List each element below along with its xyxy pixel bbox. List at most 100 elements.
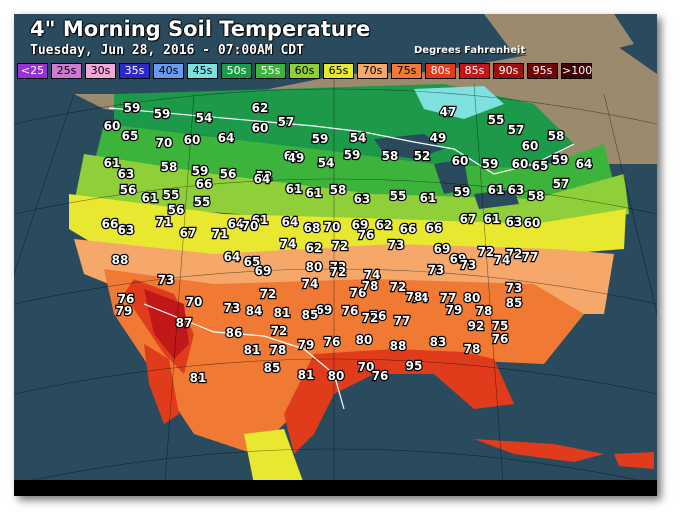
temperature-label: 70 [324, 220, 341, 234]
temperature-label: 72 [332, 239, 349, 253]
temperature-label: 76 [342, 304, 359, 318]
temperature-label: 88 [112, 253, 129, 267]
temperature-label: 60 [524, 216, 541, 230]
temperature-label: 56 [168, 203, 185, 217]
map-subtitle: Tuesday, Jun 28, 2016 - 07:00AM CDT [30, 43, 304, 58]
temperature-label: 54 [196, 111, 213, 125]
temperature-label: 81 [190, 371, 207, 385]
legend-item: >100 [561, 63, 593, 79]
temperature-label: 74 [494, 253, 511, 267]
temperature-label: 64 [228, 217, 245, 231]
temperature-label: 58 [548, 129, 565, 143]
temperature-label: 65 [532, 159, 549, 173]
temperature-label: 73 [388, 238, 405, 252]
temperature-label: 59 [454, 185, 471, 199]
temperature-label: 70 [156, 136, 173, 150]
great-lakes [374, 134, 519, 209]
temperature-label: 81 [244, 343, 261, 357]
temperature-label: 59 [192, 164, 209, 178]
arctic-land [484, 14, 634, 59]
legend-item: 25s [51, 63, 82, 79]
temperature-label: 52 [414, 149, 431, 163]
temperature-label: 74 [280, 237, 297, 251]
temperature-label: 77 [440, 291, 457, 305]
temperature-label: 78 [476, 304, 493, 318]
temperature-label: 55 [488, 113, 505, 127]
temperature-label: 78 [270, 343, 287, 357]
legend-item: <25 [17, 63, 48, 79]
temperature-label: 62 [306, 241, 323, 255]
temperature-label: 60 [522, 139, 539, 153]
temperature-label: 61 [286, 182, 303, 196]
temperature-label: 72 [260, 287, 277, 301]
hispaniola [614, 452, 654, 469]
baja-land [144, 344, 179, 424]
temperature-label: 61 [306, 186, 323, 200]
legend-item: 60s [289, 63, 320, 79]
temperature-label: 58 [382, 149, 399, 163]
legend-item: 55s [255, 63, 286, 79]
temperature-label: 81 [298, 368, 315, 382]
temperature-label: 70 [242, 219, 259, 233]
temperature-label: 59 [482, 157, 499, 171]
temperature-label: 61 [488, 183, 505, 197]
temperature-label: 56 [120, 183, 137, 197]
temperature-label: 80 [328, 369, 345, 383]
temperature-label: 54 [350, 131, 367, 145]
temperature-label: 62 [376, 218, 393, 232]
temperature-label: 70 [186, 295, 203, 309]
temperature-label: 95 [406, 359, 423, 373]
temperature-label: 85 [506, 296, 523, 310]
temperature-label: 52 [256, 169, 273, 183]
temperature-label: 47 [440, 105, 457, 119]
temperature-label: 62 [284, 149, 301, 163]
temperature-label: 74 [302, 277, 319, 291]
temperature-label: 63 [354, 192, 371, 206]
temperature-label: 73 [460, 258, 477, 272]
temperature-label: 73 [224, 301, 241, 315]
temperature-label: 69 [352, 218, 369, 232]
temperature-label: 72 [330, 260, 347, 274]
temperature-label: 79 [446, 303, 463, 317]
temperature-label: 61 [420, 191, 437, 205]
temperature-label: 57 [553, 177, 570, 191]
temperature-label: 92 [468, 319, 485, 333]
temperature-label: 71 [212, 227, 229, 241]
temperature-label: 78 [362, 279, 379, 293]
temperature-label: 67 [460, 212, 477, 226]
temperature-label: 58 [161, 160, 178, 174]
band-85s [144, 289, 189, 359]
temperature-label: 63 [508, 183, 525, 197]
temperature-label: 60 [104, 119, 121, 133]
temperature-label: 76 [492, 332, 509, 346]
cuba [474, 439, 604, 462]
temperature-label: 72 [478, 245, 495, 259]
temperature-label: 58 [330, 183, 347, 197]
mexico-yellow [244, 429, 304, 484]
temperature-label: 76 [358, 228, 375, 242]
temperature-label: 85 [302, 308, 319, 322]
temperature-label: 77 [522, 250, 539, 264]
temperature-label: 78 [406, 290, 423, 304]
temperature-label: 60 [452, 154, 469, 168]
temperature-label: 54 [318, 156, 335, 170]
temperature-label: 76 [118, 292, 135, 306]
temperature-label: 83 [430, 335, 447, 349]
color-legend: <25 25s 30s 35s 40s 45s 50s 55s 60s 65s 70s 75s 80s 8… [17, 63, 592, 79]
temperature-label: 66 [426, 221, 443, 235]
legend-item: 75s [391, 63, 422, 79]
temperature-label: 79 [116, 304, 133, 318]
temperature-label: 66 [102, 217, 119, 231]
band-45s [414, 86, 504, 119]
legend-item: 95s [527, 63, 558, 79]
temperature-label: 60 [184, 133, 201, 147]
map-frame: 59 59 54 62 57 47 55 60 65 70 60 64 60 62 59 54 49 57 60 58… [14, 14, 657, 496]
graticule [14, 74, 657, 496]
temperature-label: 80 [356, 333, 373, 347]
temperature-label: 59 [154, 107, 171, 121]
temperature-label: 72 [362, 311, 379, 325]
band-80s-gulf [284, 349, 514, 454]
temperature-label: 70 [358, 360, 375, 374]
temperature-label: 80 [464, 291, 481, 305]
temperature-label: 76 [370, 309, 387, 323]
